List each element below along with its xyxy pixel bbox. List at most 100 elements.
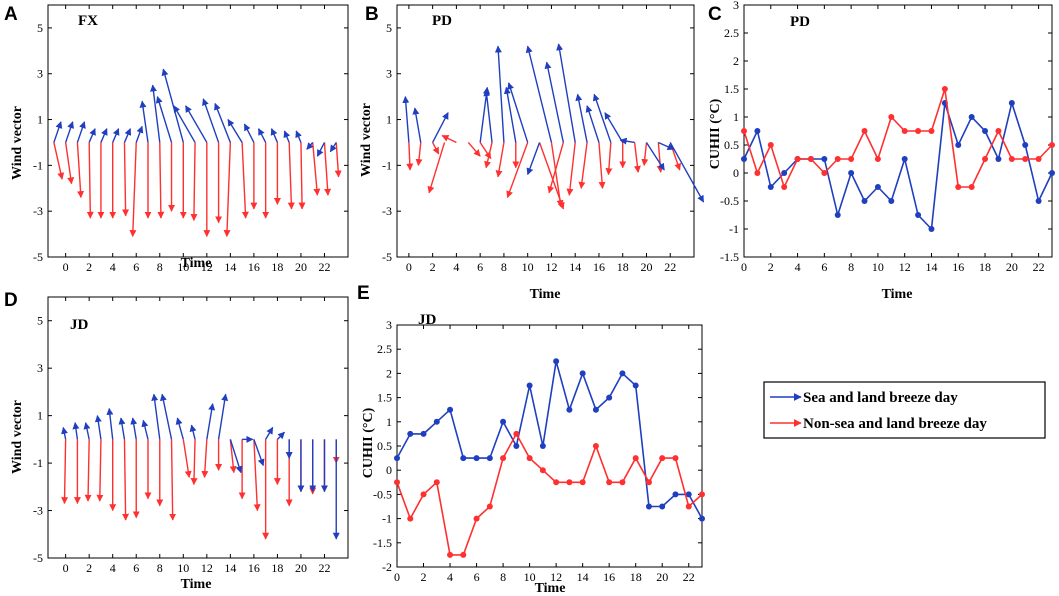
data-point-red-C [861, 128, 868, 134]
wind-arrow-blue-D [159, 393, 173, 440]
data-point-blue-E [699, 515, 705, 522]
wind-arrow-blue-B [585, 105, 600, 143]
data-point-red-E [500, 455, 507, 462]
wind-arrow-blue-D [229, 439, 243, 474]
data-point-blue-C [781, 170, 788, 176]
wind-arrow-red-A [76, 142, 85, 199]
wind-arrow-blue-B [575, 93, 588, 143]
wind-arrow-blue-B [432, 112, 449, 143]
panel-label-A: A [4, 4, 18, 25]
wind-arrow-red-D [229, 439, 237, 474]
wind-arrow-blue-D [253, 439, 265, 467]
x-tick-label-A: 0 [63, 260, 69, 274]
plot-area-C: 0 2 4 6 8 10 12 14 16 18 20 22 -1.5 -1 -0.5 0 0.5 1 1.5 2 2.… [720, 0, 1055, 274]
data-point-blue-C [874, 184, 881, 190]
data-point-blue-C [968, 114, 975, 120]
wind-arrow-red-A [129, 142, 137, 238]
wind-arrow-blue-A [112, 128, 120, 143]
wind-arrow-blue-B [503, 86, 517, 143]
data-point-red-C [848, 156, 855, 162]
wind-arrow-red-D [182, 439, 192, 479]
series-line-red-C [743, 88, 1053, 190]
data-point-red-C [901, 128, 908, 134]
data-point-blue-E [659, 503, 666, 510]
x-tick-label-D: 0 [63, 561, 69, 575]
y-tick-label-A: -5 [33, 250, 43, 264]
data-point-red-E [685, 503, 692, 510]
x-tick-label-E: 6 [474, 570, 480, 584]
data-point-blue-C [741, 156, 747, 162]
data-point-red-C [821, 170, 828, 176]
data-point-red-C [834, 156, 841, 162]
x-tick-label-D: 6 [133, 561, 139, 575]
wind-arrow-blue-B [604, 112, 624, 143]
x-tick-label-E: 18 [630, 570, 642, 584]
wind-arrow-blue-D [265, 426, 274, 440]
data-point-red-E [447, 551, 454, 558]
data-point-blue-C [888, 198, 895, 204]
data-point-red-C [1008, 156, 1015, 162]
data-point-red-C [955, 184, 962, 190]
data-point-blue-E [632, 382, 639, 389]
data-point-blue-E [526, 382, 533, 389]
x-tick-label-A: 12 [201, 260, 213, 274]
data-point-blue-C [754, 128, 761, 134]
data-point-blue-C [1049, 170, 1055, 176]
x-tick-label-B: 4 [453, 260, 459, 274]
data-point-blue-E [394, 455, 400, 462]
wind-arrow-blue-B [526, 142, 541, 176]
y-tick-label-C: 0.5 [724, 138, 739, 152]
data-point-red-C [1035, 156, 1042, 162]
x-tick-label-C: 22 [1033, 260, 1045, 274]
wind-arrow-red-D [253, 439, 261, 512]
y-tick-label-E: 0 [386, 463, 392, 477]
x-tick-label-E: 10 [524, 570, 536, 584]
site-label-D: JD [70, 317, 89, 333]
data-point-red-E [619, 479, 626, 486]
panel-C: C PD 0 2 4 6 8 10 12 14 16 18 20 22 -1.5 -1 -0.5 0 0.5 1 1… [708, 0, 1055, 302]
data-point-red-C [915, 128, 922, 134]
wind-arrow-blue-A [64, 121, 74, 143]
x-tick-label-B: 18 [617, 260, 629, 274]
x-tick-label-A: 4 [110, 260, 116, 274]
y-tick-label-E: 3 [386, 318, 392, 332]
data-point-red-E [394, 479, 400, 486]
wind-arrow-blue-B [483, 89, 493, 143]
y-tick-label-B: 3 [386, 67, 392, 81]
x-tick-label-D: 14 [224, 561, 236, 575]
wind-arrow-blue-A [306, 141, 314, 150]
wind-arrow-blue-A [100, 128, 108, 143]
data-point-red-E [699, 491, 705, 498]
wind-arrow-blue-A [123, 128, 132, 143]
wind-arrow-red-A [334, 142, 342, 178]
wind-arrow-blue-D [151, 393, 161, 440]
y-tick-label-A: -3 [33, 204, 43, 218]
y-tick-label-C: 2 [733, 54, 739, 68]
data-point-red-E [672, 455, 679, 462]
y-axis-label-E: CUHII (°C) [361, 407, 376, 478]
x-tick-label-C: 8 [848, 260, 854, 274]
wind-arrow-blue-D [94, 414, 102, 440]
x-tick-label-E: 8 [500, 570, 506, 584]
plot-area-B: 0 2 4 6 8 10 12 14 16 18 20 22 -5 -3 -1 1 3 5 [382, 4, 705, 274]
wind-arrow-blue-A [243, 123, 255, 143]
wind-arrow-red-A [122, 142, 130, 217]
panel-A: A FX 0 2 4 6 8 10 12 14 16 18 20 22 -5 -3 -1 1 3 5 Time W… [4, 4, 349, 274]
y-tick-label-E: -1.5 [373, 536, 392, 550]
y-tick-label-C: -0.5 [720, 194, 739, 208]
data-point-blue-C [848, 170, 855, 176]
data-point-blue-E [420, 430, 427, 437]
wind-arrow-red-D [190, 439, 198, 486]
x-tick-label-C: 20 [1006, 260, 1018, 274]
data-point-red-E [592, 443, 599, 449]
wind-arrow-red-B [656, 142, 664, 173]
wind-arrow-blue-B [619, 137, 635, 145]
y-tick-label-C: 1.5 [724, 82, 739, 96]
x-axis-label-A: Time [181, 256, 212, 271]
x-axis-label-D: Time [181, 577, 212, 592]
y-tick-label-E: 2 [386, 366, 392, 380]
legend-label-non-sea-breeze: Non-sea and land breeze day [803, 416, 987, 432]
wind-arrow-red-B [550, 142, 564, 208]
data-point-red-E [566, 479, 573, 486]
y-tick-label-E: 0.5 [377, 439, 392, 453]
